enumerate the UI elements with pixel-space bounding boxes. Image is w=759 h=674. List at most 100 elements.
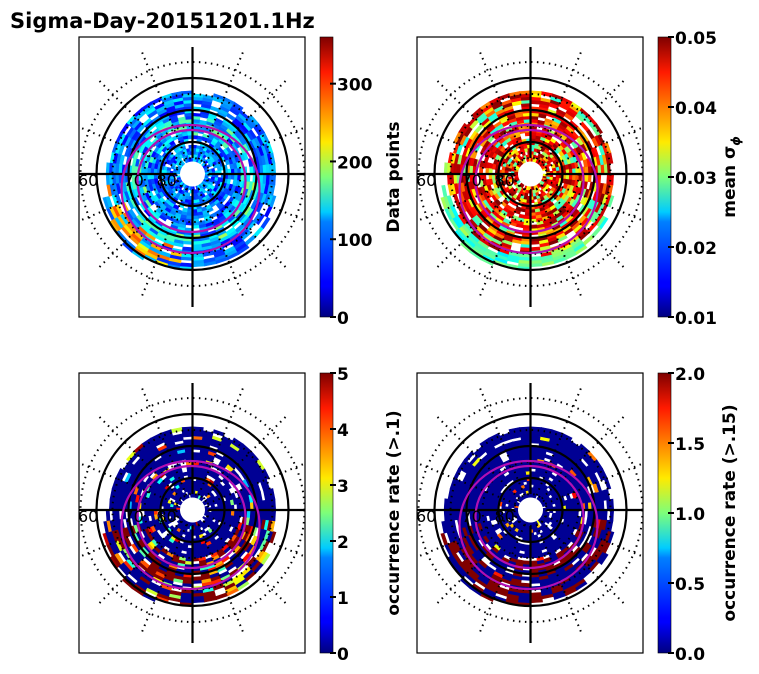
colorbar-tick-label: 0.5	[675, 575, 705, 595]
colorbar-tick-label: 5	[337, 365, 349, 385]
colorbar-tick-label: 4	[337, 421, 349, 441]
colorbar-label-text: occurrence rate (>.1)	[384, 410, 404, 615]
oval-poleward-boundary	[136, 128, 247, 234]
heatmap-cell	[530, 592, 543, 597]
colorbar-label: occurrence rate (>.1)	[384, 410, 404, 615]
mlt-line-dotted	[98, 184, 182, 269]
mlt-line-dotted	[206, 462, 305, 505]
lat-label-70: 70	[124, 507, 144, 526]
axes-frame	[78, 36, 306, 318]
heatmap-cell	[186, 192, 191, 197]
mlt-line-dotted	[203, 79, 287, 164]
heatmap-cell	[260, 216, 271, 229]
colorbar: 0 1 2 3 4 5 occurrence rate (>.1)	[319, 365, 404, 665]
mlt-line-dotted	[535, 387, 582, 496]
colorbar: 0.01 0.02 0.03 0.04 0.05 mean σϕ	[657, 29, 743, 329]
colorbar-gradient	[319, 36, 334, 318]
heatmap-cell	[609, 509, 615, 522]
lat-label-80: 80	[157, 171, 177, 190]
colorbar-label: Data points	[384, 121, 404, 232]
mlt-line-dotted	[479, 524, 526, 633]
lat-label-80: 80	[495, 507, 515, 526]
heatmap-cell	[587, 509, 592, 519]
colorbar: 0.0 0.5 1.0 1.5 2.0 occurrence rate (>.15)	[657, 365, 740, 665]
heatmap-cell	[572, 559, 583, 569]
mlt-line-dotted	[544, 462, 643, 505]
mlt-line-dotted	[141, 387, 188, 496]
lat-label-80: 80	[157, 507, 177, 526]
mlt-line-dotted	[541, 184, 625, 269]
mlt-line-dotted	[436, 520, 520, 605]
axes-frame	[78, 372, 306, 654]
colorbar-tick-label: 2.0	[675, 365, 705, 385]
mlt-line-dotted	[79, 125, 179, 169]
heatmap-cell	[579, 121, 590, 132]
heatmap-cell	[530, 439, 541, 444]
polar-plot-area: 60 70 80	[417, 383, 643, 643]
colorbar-tick-label: 300	[337, 76, 373, 96]
lat-label-60: 60	[78, 507, 98, 526]
lat-label-70: 70	[462, 171, 482, 190]
colorbar-label-subscript: ϕ	[729, 136, 743, 146]
colorbar-tick-label: 2	[337, 533, 349, 553]
oval-equatorward-boundary	[458, 123, 599, 255]
mlt-line-dotted	[141, 51, 188, 160]
heatmap-cell	[114, 193, 122, 206]
mlt-line-dotted	[197, 387, 244, 496]
mlt-line-dotted	[98, 79, 182, 164]
heatmap-cell	[176, 507, 181, 511]
mlt-line-dotted	[79, 515, 179, 559]
mlt-line-dotted	[417, 515, 517, 559]
heatmap-cells	[102, 90, 277, 271]
mlt-line-dotted	[535, 188, 582, 297]
heatmap-cell	[514, 507, 519, 511]
heatmap-cell	[551, 512, 557, 517]
heatmap-cell	[176, 171, 181, 175]
colorbar-label-text: occurrence rate (>.15)	[720, 404, 740, 621]
heatmap-cell	[606, 173, 611, 185]
mlt-line-dotted	[544, 515, 643, 558]
colorbar-tick-label: 0.04	[675, 99, 717, 119]
colorbar-label-text: Data points	[384, 121, 404, 232]
heatmap-cell	[202, 515, 207, 521]
heatmap-cell	[192, 157, 195, 162]
panel-top-left: 60 70 80 0 100 200 300 Data points	[78, 36, 404, 329]
mlt-line-dotted	[203, 415, 287, 500]
mlt-line-dotted	[541, 79, 625, 164]
heatmap-cell	[200, 529, 206, 535]
heatmap-cell	[177, 501, 182, 506]
axes-frame	[416, 36, 644, 318]
mlt-line-dotted	[541, 520, 625, 605]
colorbar-tick-label: 0.05	[675, 29, 717, 49]
mlt-line-dotted	[79, 179, 179, 223]
heatmap-cell	[124, 536, 132, 548]
colorbar-tick-label: 1.0	[675, 505, 705, 525]
mlt-line-dotted	[535, 51, 582, 160]
heatmap-cell	[542, 507, 547, 511]
lat-label-70: 70	[462, 507, 482, 526]
mlt-line-dotted	[544, 179, 643, 222]
heatmap-cell	[192, 100, 203, 105]
axes-frame	[416, 372, 644, 654]
heatmap-cell	[520, 183, 525, 189]
mlt-line-dotted	[436, 79, 520, 164]
heatmap-cell	[171, 516, 177, 522]
colorbar-tick-label: 0.02	[675, 239, 717, 259]
heatmap-cell	[221, 477, 229, 486]
mlt-line-dotted	[141, 524, 188, 633]
oval-equatorward-boundary	[458, 459, 599, 591]
colorbar-tick-label: 100	[337, 231, 373, 251]
colorbar-tick-label: 1.5	[675, 435, 705, 455]
heatmap-cell	[530, 493, 533, 498]
heatmap-cell	[147, 109, 158, 119]
colorbar-tick-label: 0	[337, 309, 349, 329]
figure-title: Sigma-Day-20151201.1Hz	[10, 9, 315, 33]
heatmap-cell	[219, 570, 230, 579]
mlt-line-dotted	[479, 51, 526, 160]
polar-plot-area: 60 70 80	[417, 47, 643, 307]
mlt-line-dotted	[141, 188, 188, 297]
heatmap-cell	[530, 246, 541, 252]
colorbar-tick-label: 0	[337, 645, 349, 665]
mlt-line-dotted	[479, 188, 526, 297]
mlt-line-dotted	[98, 415, 182, 500]
